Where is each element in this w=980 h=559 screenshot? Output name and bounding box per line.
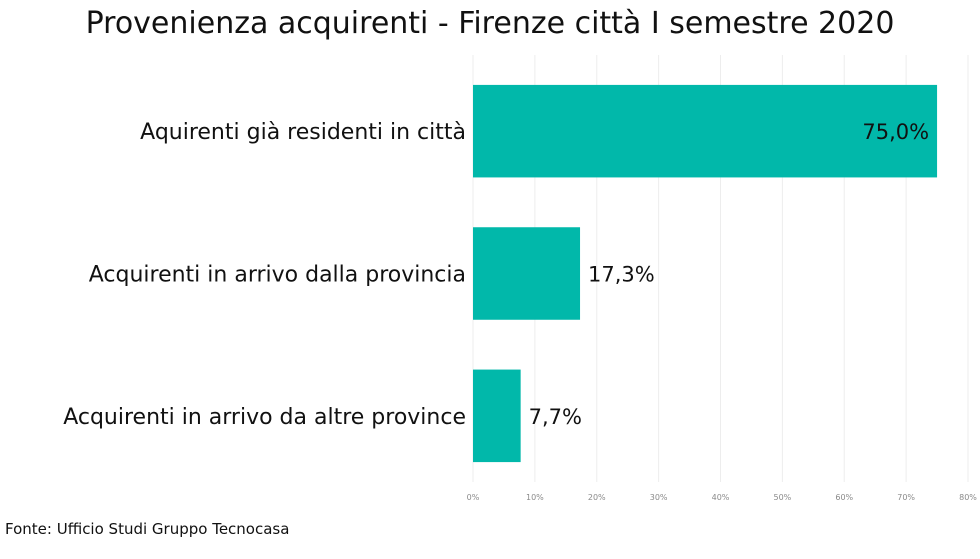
category-labels: Aquirenti già residenti in città Acquiren…	[63, 120, 466, 430]
category-label: Acquirenti in arrivo da altre province	[63, 405, 466, 430]
x-tick-label: 0%	[467, 493, 480, 502]
bar	[473, 84, 938, 178]
x-tick-label: 30%	[650, 493, 668, 502]
data-label: 75,0%	[862, 120, 929, 144]
x-tick-label: 10%	[526, 493, 544, 502]
chart-title: Provenienza acquirenti - Firenze città I…	[86, 6, 895, 41]
x-tick-label: 40%	[712, 493, 730, 502]
x-axis-ticks: 0% 10% 20% 30% 40% 50% 60% 70% 80%	[467, 493, 978, 502]
bar	[473, 227, 581, 320]
bar	[473, 369, 521, 463]
x-tick-label: 50%	[773, 493, 791, 502]
bars	[473, 84, 938, 463]
x-tick-label: 60%	[835, 493, 853, 502]
category-label: Acquirenti in arrivo dalla provincia	[89, 263, 466, 288]
data-labels: 75,0% 17,3% 7,7%	[529, 120, 929, 429]
data-label: 7,7%	[529, 405, 582, 429]
x-tick-label: 20%	[588, 493, 606, 502]
category-label: Aquirenti già residenti in città	[140, 120, 466, 145]
x-tick-label: 80%	[959, 493, 977, 502]
source-note: Fonte: Ufficio Studi Gruppo Tecnocasa	[5, 520, 289, 538]
x-tick-label: 70%	[897, 493, 915, 502]
data-label: 17,3%	[588, 263, 655, 287]
